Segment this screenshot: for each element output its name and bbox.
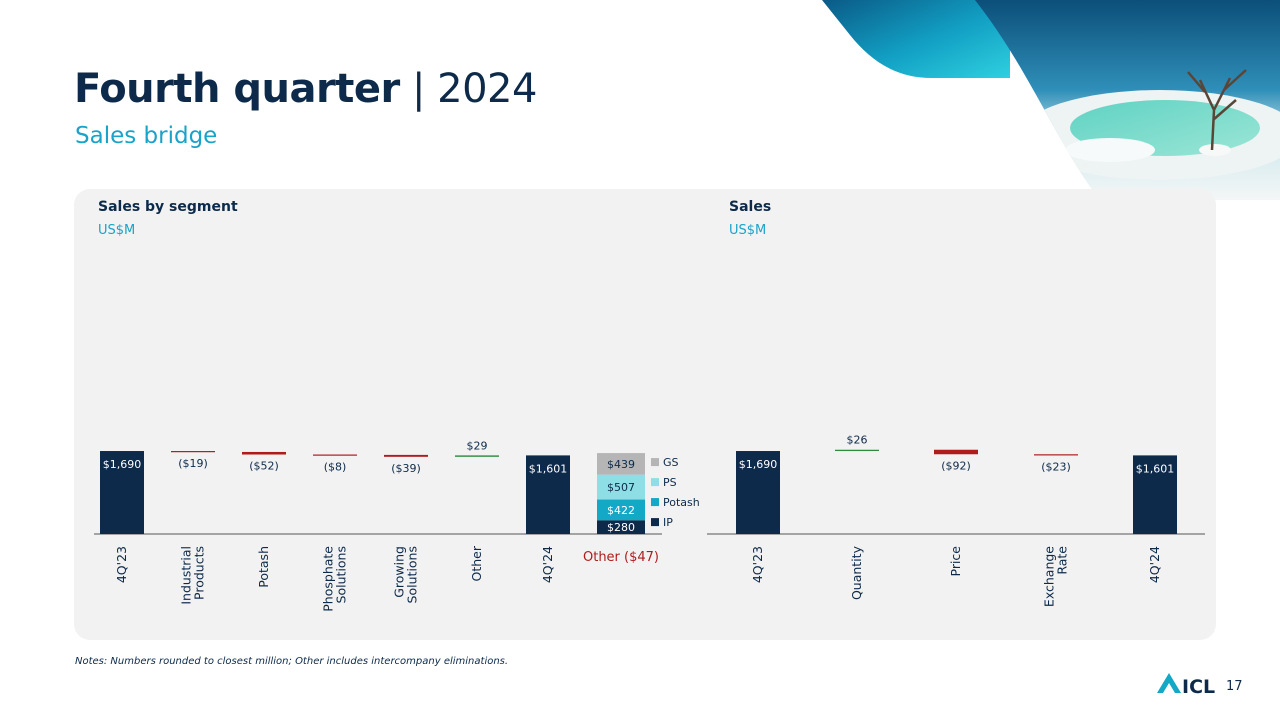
chart-0-bar-delta-4	[384, 454, 428, 457]
legend-swatch-ip	[651, 518, 659, 527]
chart-1-bar-total-0	[736, 451, 780, 534]
chart-1-label-0: $1,690	[739, 458, 778, 471]
chart-0-bar-delta-5	[455, 455, 499, 457]
page-title: Fourth quarter | 2024	[74, 66, 537, 112]
legend-label-ps: PS	[663, 476, 677, 489]
chart-1-bar-total-4	[1133, 455, 1177, 534]
chart-1-bar-delta-1	[835, 449, 879, 452]
chart-1-xtick-0: 4Q'23	[750, 546, 765, 583]
sales-unit: US$M	[729, 223, 767, 238]
wave-shape	[822, 0, 1010, 78]
title-separator: |	[411, 66, 425, 112]
chart-0-xtick-3-0: Phosphate	[321, 546, 336, 612]
chart-0-label-1: ($19)	[178, 457, 208, 470]
chart-panel	[74, 189, 1216, 640]
breakdown-label-potash: $422	[607, 504, 635, 517]
breakdown-segment-ip	[597, 520, 645, 534]
legend-label-ip: IP	[663, 516, 673, 529]
title-main: Fourth quarter	[74, 66, 400, 112]
legend-swatch-gs	[651, 458, 659, 467]
breakdown-segment-gs	[597, 453, 645, 475]
page-subtitle: Sales bridge	[75, 123, 218, 149]
chart-0-xtick-0: 4Q'23	[114, 546, 129, 583]
breakdown-other-note: Other ($47)	[583, 550, 659, 565]
chart-0-xtick-1-0: Industrial	[179, 546, 194, 605]
breakdown-label-ps: $507	[607, 481, 635, 494]
chart-1-bar-delta-3	[1034, 454, 1078, 456]
chart-0-bar-delta-3	[313, 454, 357, 456]
chart-1-label-3: ($23)	[1041, 460, 1071, 473]
legend-label-gs: GS	[663, 456, 679, 469]
footnote: Notes: Numbers rounded to closest millio…	[75, 656, 509, 667]
sales-by-segment-unit: US$M	[98, 223, 136, 238]
chart-0-label-6: $1,601	[529, 462, 568, 475]
chart-1-xtick-2: Price	[948, 546, 963, 577]
chart-0-bar-delta-2	[242, 451, 286, 455]
chart-1-label-2: ($92)	[941, 459, 971, 472]
chart-1-label-1: $26	[847, 434, 868, 447]
breakdown-segment-potash	[597, 499, 645, 521]
breakdown-label-gs: $439	[607, 458, 635, 471]
chart-0-xtick-1-1: Products	[192, 546, 207, 600]
legend-swatch-ps	[651, 478, 659, 487]
chart-0-label-0: $1,690	[103, 458, 142, 471]
chart-0-bar-total-6	[526, 455, 570, 534]
breakdown-segment-ps	[597, 474, 645, 500]
chart-1-xtick-3-0: Exchange	[1042, 546, 1057, 607]
sales-title: Sales	[729, 199, 772, 215]
chart-1-label-4: $1,601	[1136, 462, 1175, 475]
legend-swatch-potash	[651, 498, 659, 507]
icl-logo: ICL	[1157, 673, 1215, 698]
icl-logo-text: ICL	[1182, 676, 1215, 698]
legend-label-potash: Potash	[663, 496, 700, 509]
chart-0-xtick-3-1: Solutions	[334, 546, 349, 603]
title-year: 2024	[437, 66, 537, 112]
chart-0-xtick-6: 4Q'24	[540, 546, 555, 583]
chart-1-bar-delta-2	[934, 449, 978, 455]
chart-1-xtick-3-1: Rate	[1055, 546, 1070, 575]
page-number: 17	[1226, 679, 1243, 694]
chart-0-xtick-5: Other	[469, 545, 484, 581]
sales-by-segment-title: Sales by segment	[98, 199, 238, 215]
chart-0-label-4: ($39)	[391, 462, 421, 475]
chart-0-bar-delta-1	[171, 451, 215, 453]
chart-1-xtick-4: 4Q'24	[1147, 546, 1162, 583]
chart-0-bar-total-0	[100, 451, 144, 534]
chart-0-label-5: $29	[467, 439, 488, 452]
chart-0-label-3: ($8)	[324, 461, 347, 474]
chart-0-xtick-2: Potash	[256, 546, 271, 588]
breakdown-label-ip: $280	[607, 521, 635, 534]
chart-0-xtick-4-0: Growing	[392, 546, 407, 598]
chart-0-label-2: ($52)	[249, 460, 279, 473]
chart-1-xtick-1: Quantity	[849, 545, 864, 600]
chart-0-xtick-4-1: Solutions	[405, 546, 420, 603]
